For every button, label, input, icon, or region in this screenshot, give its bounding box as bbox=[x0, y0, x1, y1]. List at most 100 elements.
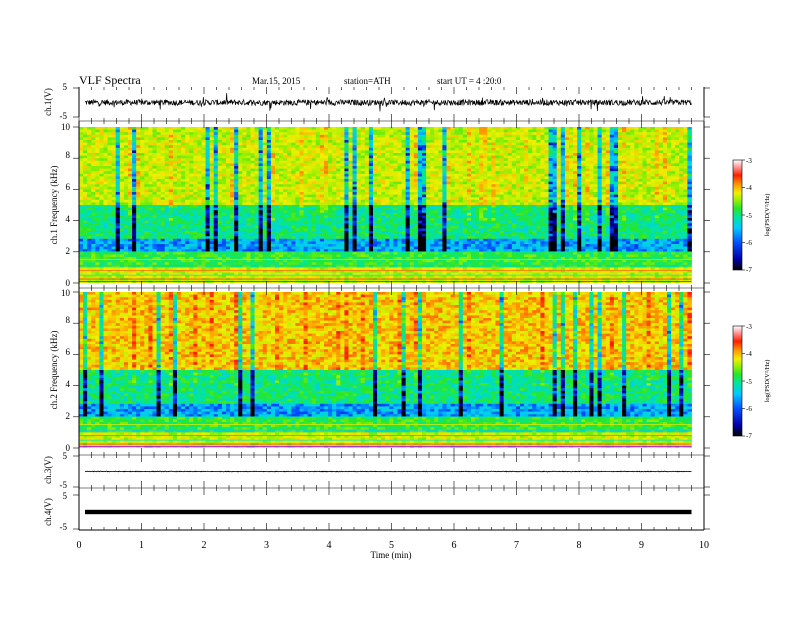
spectrogram-cell bbox=[177, 228, 181, 231]
spectrogram-cell bbox=[381, 275, 385, 278]
spectrogram-cell bbox=[222, 150, 226, 153]
spectrogram-cell bbox=[173, 208, 177, 211]
spectrogram-cell bbox=[275, 208, 279, 211]
spectrogram-cell bbox=[398, 179, 402, 182]
spectrogram-cell bbox=[169, 208, 173, 211]
spectrogram-cell bbox=[116, 171, 120, 174]
spectrogram-cell bbox=[369, 150, 373, 153]
spectrogram-cell bbox=[365, 241, 369, 244]
spectrogram-cell bbox=[181, 280, 185, 283]
spectrogram-cell bbox=[295, 244, 299, 247]
spectrogram-cell bbox=[291, 215, 295, 218]
spectrogram-cell bbox=[185, 132, 189, 135]
spectrogram-cell bbox=[206, 247, 210, 250]
spectrogram-cell bbox=[108, 182, 112, 185]
spectrogram-cell bbox=[214, 158, 218, 161]
spectrogram-cell bbox=[226, 135, 230, 138]
spectrogram-cell bbox=[414, 189, 418, 192]
spectrogram-cell bbox=[165, 145, 169, 148]
spectrogram-cell bbox=[210, 127, 214, 130]
spectrogram-cell bbox=[373, 140, 377, 143]
spectrogram-cell bbox=[226, 189, 230, 192]
spectrogram-cell bbox=[226, 223, 230, 226]
spectrogram-cell bbox=[169, 130, 173, 133]
spectrogram-cell bbox=[148, 158, 152, 161]
spectrogram-cell bbox=[300, 176, 304, 179]
spectrogram-cell bbox=[255, 236, 259, 239]
spectrogram-cell bbox=[185, 226, 189, 229]
spectrogram-cell bbox=[157, 176, 161, 179]
spectrogram-cell bbox=[283, 205, 287, 208]
spectrogram-cell bbox=[291, 163, 295, 166]
spectrogram-cell bbox=[242, 195, 246, 198]
spectrogram-cell bbox=[128, 130, 132, 133]
spectrogram-cell bbox=[304, 221, 308, 224]
spectrogram-cell bbox=[263, 228, 267, 231]
spectrogram-cell bbox=[87, 226, 91, 229]
spectrogram-cell bbox=[124, 179, 128, 182]
spectrogram-cell bbox=[361, 262, 365, 265]
spectrogram-cell bbox=[91, 130, 95, 133]
spectrogram-cell bbox=[246, 205, 250, 208]
spectrogram-cell bbox=[238, 280, 242, 283]
spectrogram-cell bbox=[193, 158, 197, 161]
spectrogram-cell bbox=[144, 127, 148, 130]
spectrogram-cell bbox=[104, 205, 108, 208]
spectrogram-cell bbox=[389, 148, 393, 151]
spectrogram-cell bbox=[340, 267, 344, 270]
spectrogram-cell bbox=[91, 148, 95, 151]
spectrogram-cell bbox=[140, 195, 144, 198]
spectrogram-cell bbox=[357, 143, 361, 146]
spectrogram-cell bbox=[177, 145, 181, 148]
spectrogram-cell bbox=[393, 210, 397, 213]
spectrogram-cell bbox=[140, 130, 144, 133]
spectrogram-cell bbox=[295, 195, 299, 198]
spectrogram-cell bbox=[104, 140, 108, 143]
spectrogram-cell bbox=[210, 135, 214, 138]
spectrogram-cell bbox=[169, 187, 173, 190]
spectrogram-cell bbox=[328, 241, 332, 244]
spectrogram-cell bbox=[406, 200, 410, 203]
spectrogram-cell bbox=[332, 228, 336, 231]
spectrogram-cell bbox=[373, 148, 377, 151]
spectrogram-cell bbox=[79, 223, 83, 226]
spectrogram-cell bbox=[185, 187, 189, 190]
spectrogram-cell bbox=[283, 275, 287, 278]
spectrogram-cell bbox=[144, 197, 148, 200]
spectrogram-cell bbox=[181, 260, 185, 263]
spectrogram-cell bbox=[173, 130, 177, 133]
spectrogram-cell bbox=[230, 205, 234, 208]
spectrogram-cell bbox=[148, 145, 152, 148]
spectrogram-cell bbox=[181, 236, 185, 239]
spectrogram-cell bbox=[300, 182, 304, 185]
spectrogram-cell bbox=[210, 163, 214, 166]
spectrogram-cell bbox=[357, 148, 361, 151]
spectrogram-cell bbox=[197, 210, 201, 213]
spectrogram-cell bbox=[116, 236, 120, 239]
spectrogram-cell bbox=[185, 205, 189, 208]
spectrogram-cell bbox=[112, 208, 116, 211]
spectrogram-cell bbox=[344, 241, 348, 244]
spectrogram-cell bbox=[169, 265, 173, 268]
spectrogram-cell bbox=[320, 184, 324, 187]
spectrogram-cell bbox=[357, 182, 361, 185]
spectrogram-cell bbox=[214, 221, 218, 224]
spectrogram-cell bbox=[410, 169, 414, 172]
spectrogram-cell bbox=[148, 260, 152, 263]
spectrogram-cell bbox=[300, 226, 304, 229]
spectrogram-cell bbox=[393, 127, 397, 130]
spectrogram-cell bbox=[275, 236, 279, 239]
spectrogram-cell bbox=[344, 182, 348, 185]
spectrogram-cell bbox=[357, 200, 361, 203]
spectrogram-cell bbox=[222, 205, 226, 208]
spectrogram-cell bbox=[144, 262, 148, 265]
spectrogram-cell bbox=[283, 127, 287, 130]
spectrogram-cell bbox=[393, 208, 397, 211]
spectrogram-cell bbox=[402, 195, 406, 198]
spectrogram-cell bbox=[267, 208, 271, 211]
spectrogram-cell bbox=[91, 236, 95, 239]
spectrogram-cell bbox=[242, 127, 246, 130]
spectrogram-cell bbox=[410, 140, 414, 143]
spectrogram-cell bbox=[369, 200, 373, 203]
spectrogram-cell bbox=[189, 260, 193, 263]
